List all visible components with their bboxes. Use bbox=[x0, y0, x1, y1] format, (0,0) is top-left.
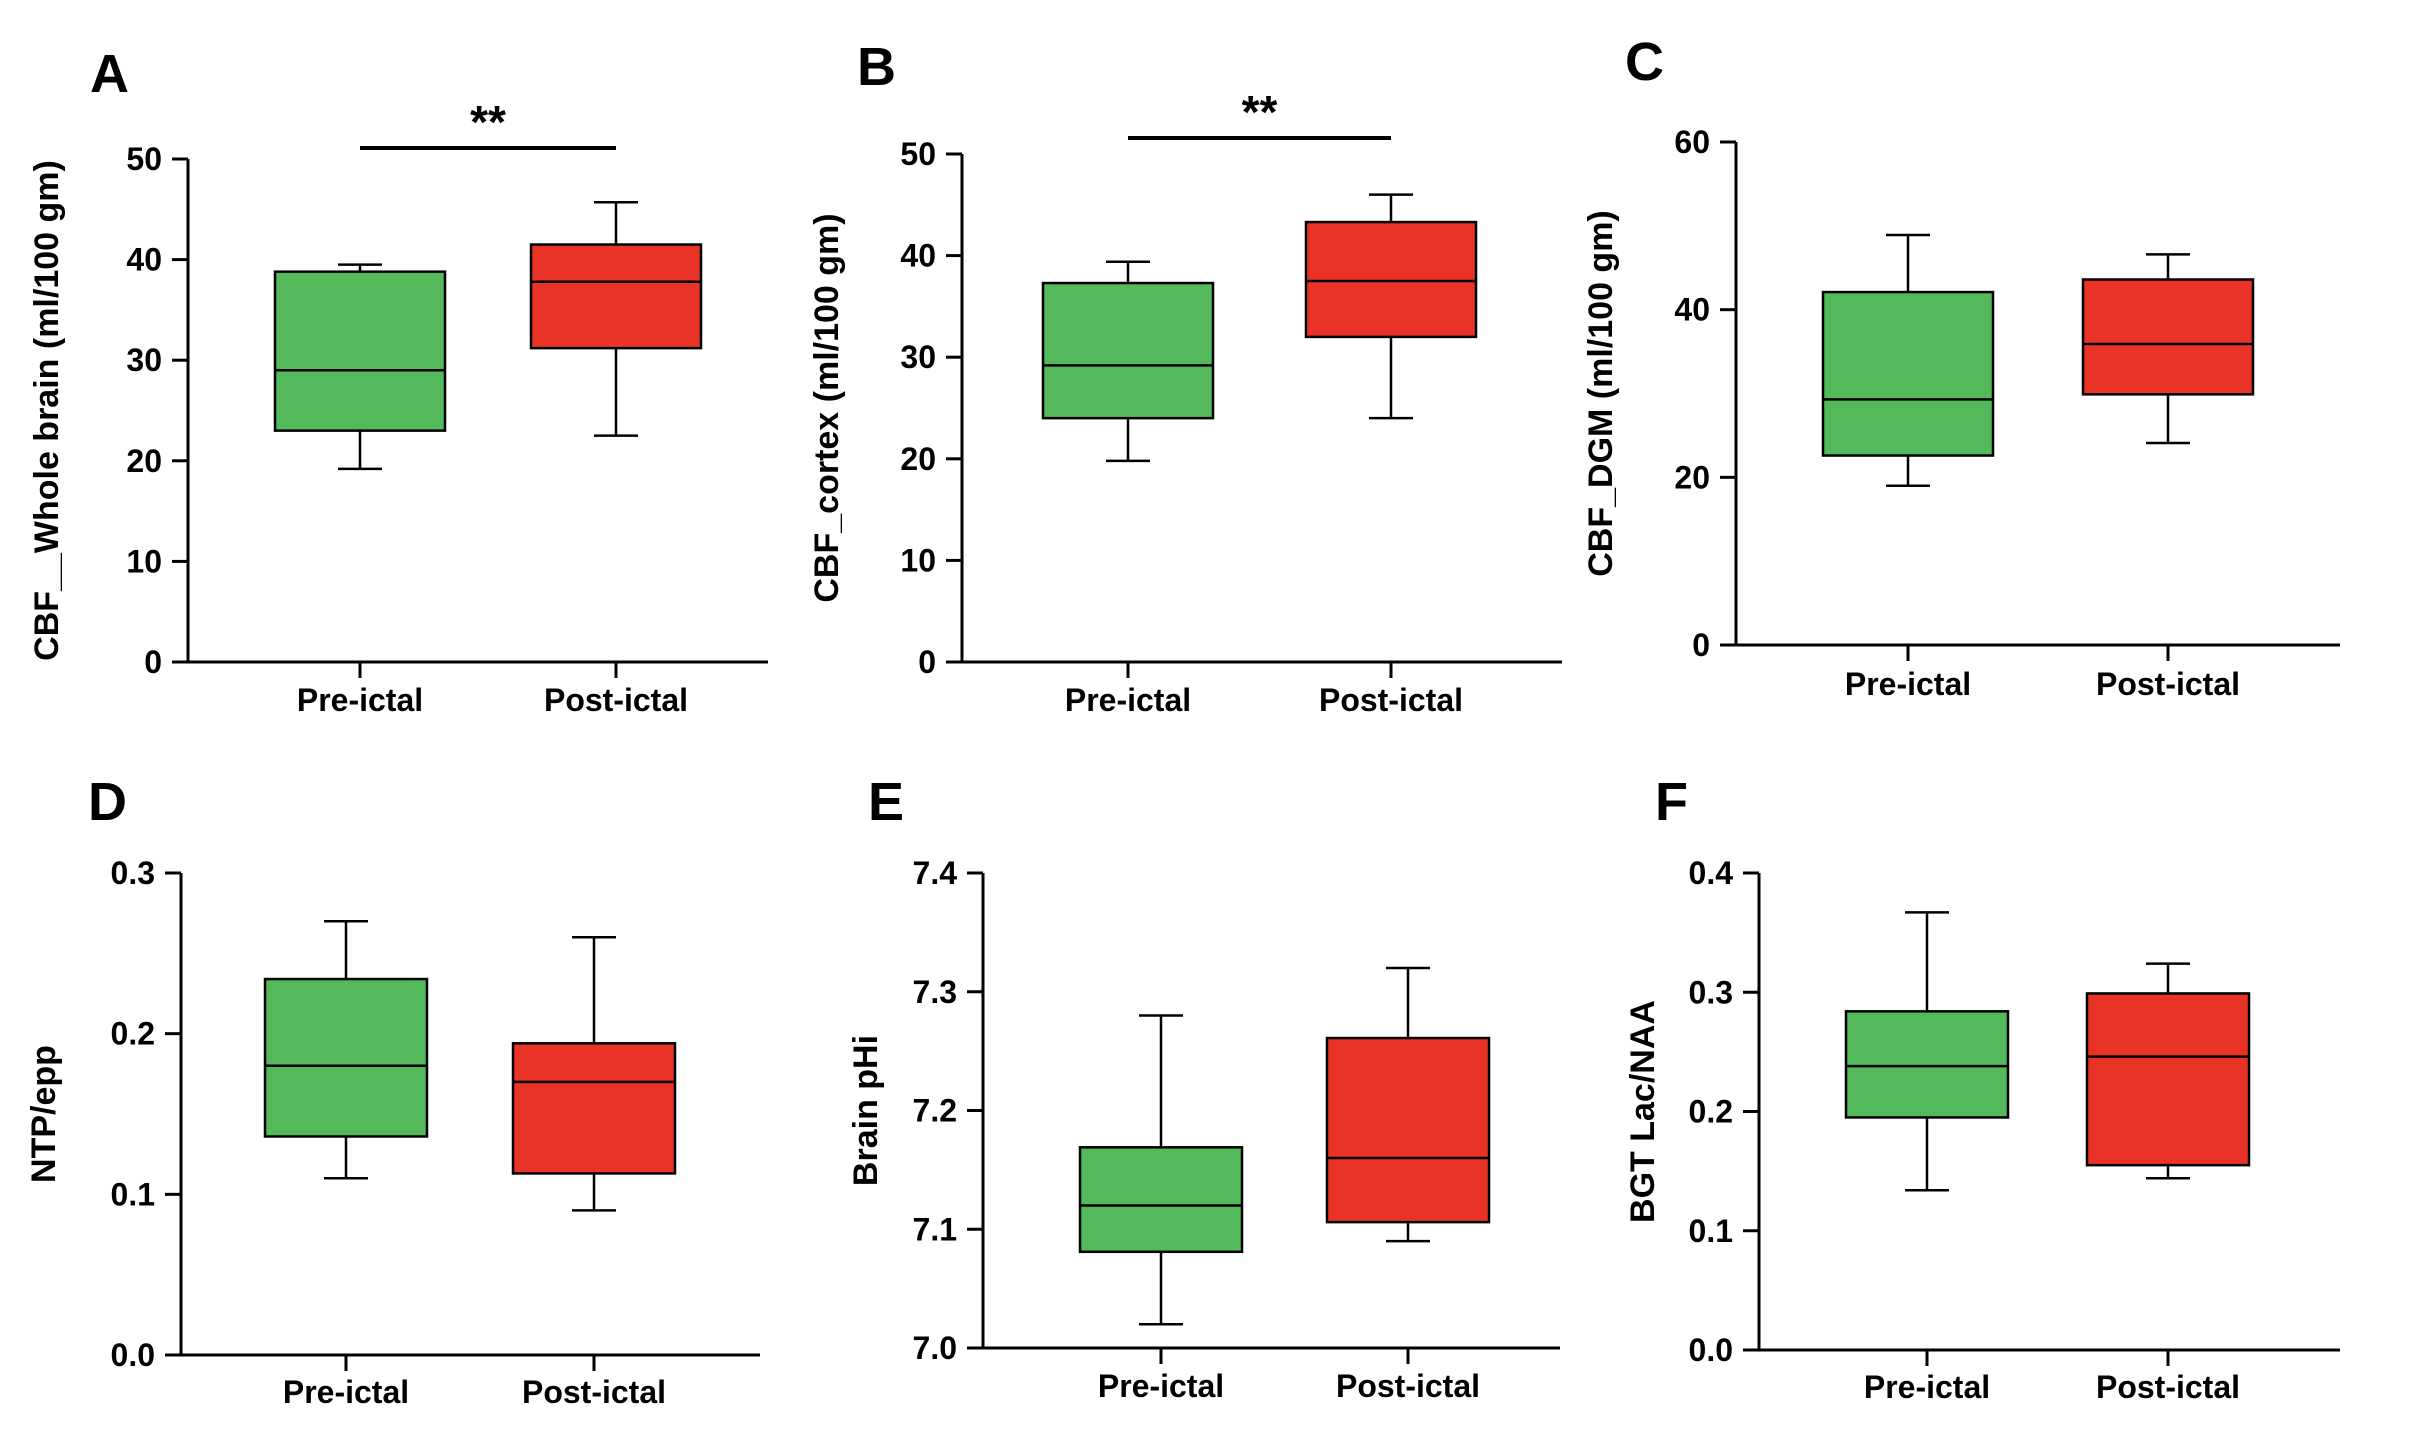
y-tick-label: 0.3 bbox=[111, 855, 155, 891]
panel-letter: C bbox=[1625, 32, 1664, 92]
y-tick-label: 40 bbox=[1674, 292, 1710, 328]
panel-letter: D bbox=[88, 772, 127, 832]
y-tick-label: 0 bbox=[1692, 627, 1710, 663]
x-tick-label: Pre-ictal bbox=[1098, 1368, 1224, 1404]
y-tick-label: 0.1 bbox=[111, 1176, 155, 1212]
iqr-box bbox=[529, 243, 703, 350]
panel-letter: F bbox=[1655, 772, 1688, 832]
y-tick-label: 20 bbox=[900, 441, 936, 477]
box-post-ictal bbox=[2085, 962, 2251, 1180]
y-tick-label: 7.4 bbox=[913, 855, 958, 891]
iqr-box bbox=[1304, 220, 1478, 339]
y-tick-label: 0.0 bbox=[111, 1337, 155, 1373]
y-axis-label: NTP/epp bbox=[25, 1045, 63, 1183]
panel-a: A 0 10 20 30 40 50 CBF__Whole brain (ml/100 gm)… bbox=[28, 44, 768, 718]
iqr-box bbox=[263, 977, 429, 1138]
y-tick-label: 60 bbox=[1674, 124, 1710, 160]
iqr-box bbox=[1041, 281, 1215, 420]
y-tick-label: 0.1 bbox=[1689, 1213, 1733, 1249]
box-post-ictal bbox=[1325, 966, 1491, 1243]
x-tick-label: Post-ictal bbox=[2096, 666, 2240, 702]
box-post-ictal bbox=[511, 936, 677, 1212]
iqr-box bbox=[2085, 992, 2251, 1167]
y-tick-label: 50 bbox=[126, 141, 162, 177]
x-tick-label: Pre-ictal bbox=[297, 682, 423, 718]
panel-f: F 0.0 0.1 0.2 0.3 0.4 BGT Lac/NAA Pre-ictal Post… bbox=[1624, 772, 2340, 1405]
box-pre-ictal bbox=[1041, 260, 1215, 463]
box-pre-ictal bbox=[273, 263, 447, 471]
box-post-ictal bbox=[1304, 193, 1478, 420]
y-axis-label: CBF__Whole brain (ml/100 gm) bbox=[28, 160, 66, 661]
iqr-box bbox=[2081, 278, 2255, 396]
y-axis-label: CBF_cortex (ml/100 gm) bbox=[808, 213, 846, 602]
y-tick-label: 50 bbox=[900, 136, 936, 172]
y-tick-label: 30 bbox=[126, 342, 162, 378]
x-tick-label: Post-ictal bbox=[2096, 1369, 2240, 1405]
x-tick-label: Post-ictal bbox=[1319, 682, 1463, 718]
significance-label: ** bbox=[470, 96, 506, 148]
x-tick-label: Post-ictal bbox=[1336, 1368, 1480, 1404]
panel-e: E 7.0 7.1 7.2 7.3 7.4 Brain pHi Pre-ictal Post-i… bbox=[847, 772, 1560, 1404]
y-tick-label: 0.0 bbox=[1689, 1332, 1733, 1368]
box-post-ictal bbox=[529, 201, 703, 437]
box-pre-ictal bbox=[1844, 911, 2010, 1192]
iqr-box bbox=[511, 1042, 677, 1175]
box-pre-ictal bbox=[1821, 233, 1995, 487]
significance-label: ** bbox=[1242, 86, 1278, 138]
iqr-box bbox=[273, 270, 447, 432]
y-tick-label: 0.2 bbox=[111, 1016, 155, 1052]
y-tick-label: 0 bbox=[144, 644, 162, 680]
y-tick-label: 10 bbox=[126, 543, 162, 579]
y-tick-label: 7.1 bbox=[913, 1211, 957, 1247]
panel-letter: A bbox=[90, 44, 129, 104]
panel-letter: E bbox=[868, 772, 904, 832]
box-pre-ictal bbox=[1078, 1014, 1244, 1326]
x-tick-label: Pre-ictal bbox=[1065, 682, 1191, 718]
y-tick-label: 40 bbox=[126, 242, 162, 278]
iqr-box bbox=[1078, 1146, 1244, 1254]
x-tick-label: Pre-ictal bbox=[1864, 1369, 1990, 1405]
y-tick-label: 20 bbox=[1674, 459, 1710, 495]
y-tick-label: 0.2 bbox=[1689, 1094, 1733, 1130]
y-axis-label: BGT Lac/NAA bbox=[1624, 1000, 1662, 1223]
panel-b: B 0 10 20 30 40 50 CBF_cortex (ml/100 gm) Pre-ic… bbox=[808, 37, 1562, 718]
y-tick-label: 7.2 bbox=[913, 1093, 957, 1129]
box-pre-ictal bbox=[263, 919, 429, 1180]
x-tick-label: Post-ictal bbox=[544, 682, 688, 718]
y-tick-label: 10 bbox=[900, 542, 936, 578]
iqr-box bbox=[1325, 1036, 1491, 1224]
y-tick-label: 0.4 bbox=[1689, 855, 1734, 891]
y-axis-label: CBF_DGM (ml/100 gm) bbox=[1582, 210, 1620, 577]
y-tick-label: 7.3 bbox=[913, 974, 957, 1010]
box-post-ictal bbox=[2081, 253, 2255, 445]
iqr-box bbox=[1821, 290, 1995, 457]
y-tick-label: 0.3 bbox=[1689, 974, 1733, 1010]
y-tick-label: 7.0 bbox=[913, 1330, 957, 1366]
y-tick-label: 0 bbox=[918, 644, 936, 680]
iqr-box bbox=[1844, 1010, 2010, 1119]
y-tick-label: 30 bbox=[900, 339, 936, 375]
panel-letter: B bbox=[857, 37, 896, 97]
x-tick-label: Pre-ictal bbox=[283, 1374, 409, 1410]
y-tick-label: 40 bbox=[900, 238, 936, 274]
x-tick-label: Pre-ictal bbox=[1845, 666, 1971, 702]
panel-c: C 0 20 40 60 CBF_DGM (ml/100 gm) Pre-ictal Post… bbox=[1582, 32, 2340, 702]
x-tick-label: Post-ictal bbox=[522, 1374, 666, 1410]
panel-d: D 0.0 0.1 0.2 0.3 NTP/epp Pre-ictal Post-ictal bbox=[25, 772, 760, 1410]
y-tick-label: 20 bbox=[126, 443, 162, 479]
y-axis-label: Brain pHi bbox=[847, 1035, 885, 1186]
